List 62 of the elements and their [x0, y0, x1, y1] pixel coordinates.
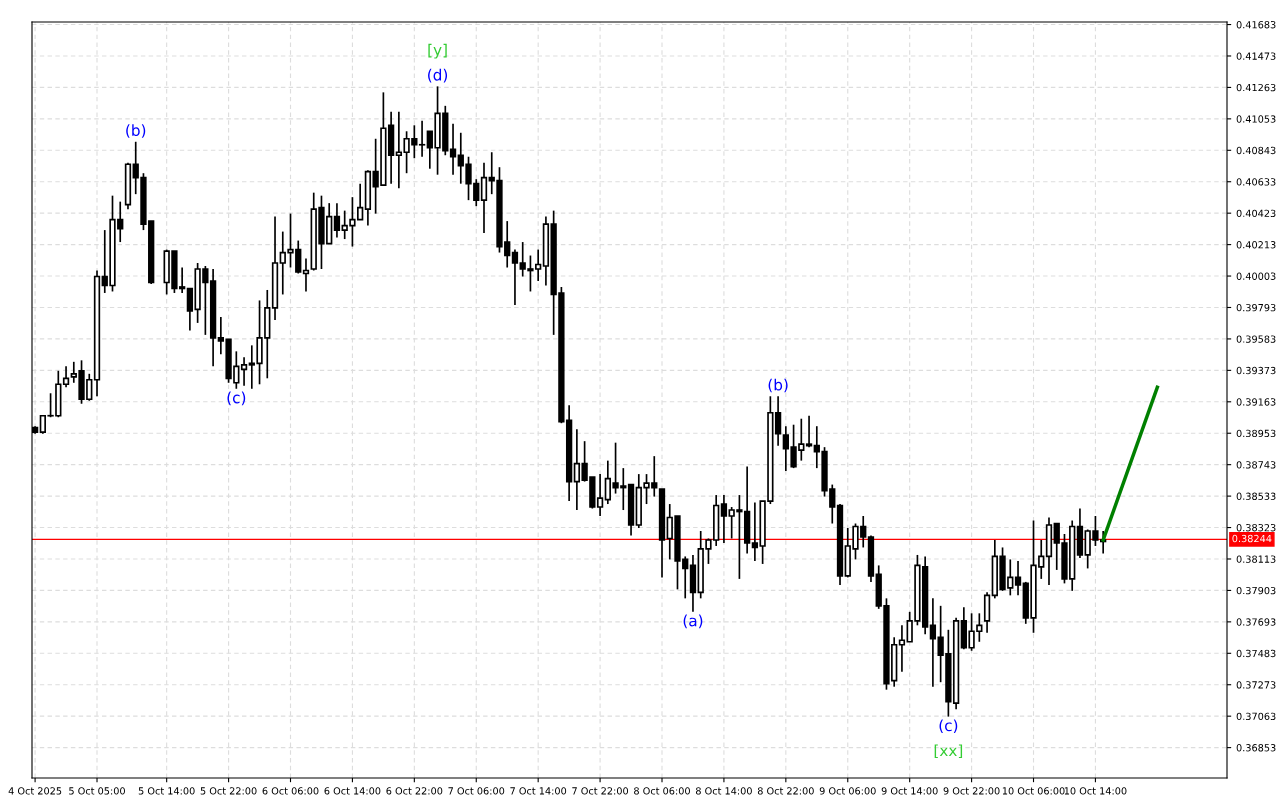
x-tick-label: 5 Oct 14:00: [138, 787, 195, 795]
y-tick-label: 0.39163: [1236, 398, 1276, 406]
candlestick: [480, 161, 488, 234]
annotation: [xx]: [934, 744, 963, 759]
x-tick-label: 5 Oct 05:00: [69, 787, 125, 795]
annotation: (a): [683, 614, 703, 629]
y-tick-label: 0.38323: [1236, 524, 1276, 532]
y-tick-label: 0.39583: [1236, 335, 1276, 343]
y-tick-label: 0.41473: [1236, 52, 1276, 60]
y-tick-label: 0.37693: [1236, 618, 1276, 626]
candlestick: [418, 119, 426, 158]
y-tick-label: 0.39793: [1236, 303, 1276, 312]
y-tick-label: 0.41263: [1236, 83, 1276, 92]
y-tick-label: 0.37273: [1236, 681, 1276, 689]
y-tick-label: 0.37063: [1236, 712, 1276, 720]
x-tick-label: 7 Oct 22:00: [572, 787, 629, 795]
y-tick-label: 0.40003: [1236, 272, 1276, 280]
y-tick-label: 0.41683: [1236, 21, 1276, 29]
y-tick-label: 0.38113: [1236, 555, 1276, 563]
y-tick-label: 0.40213: [1236, 241, 1276, 249]
x-tick-label: 8 Oct 22:00: [757, 787, 814, 795]
candlestick: [333, 202, 341, 239]
y-tick-label: 0.40843: [1236, 146, 1276, 155]
x-tick-label: 6 Oct 06:00: [262, 787, 319, 795]
y-tick-label: 0.36853: [1236, 744, 1276, 752]
x-tick-label: 9 Oct 06:00: [819, 787, 876, 795]
x-tick-label: 4 Oct 2025: [8, 787, 62, 795]
annotation: (b): [126, 124, 146, 138]
y-tick-label: 0.38743: [1236, 461, 1276, 469]
x-tick-label: 7 Oct 14:00: [510, 787, 567, 795]
annotation: [y]: [428, 43, 447, 59]
candlestick: [720, 494, 728, 544]
annotation: (b): [768, 378, 788, 393]
candlestick: [449, 122, 457, 176]
y-tick-label: 0.39373: [1236, 366, 1276, 375]
y-tick-label: 0.38953: [1236, 429, 1276, 438]
y-tick-label: 0.37483: [1236, 649, 1276, 658]
x-tick-label: 9 Oct 22:00: [943, 787, 1000, 795]
x-tick-label: 9 Oct 14:00: [881, 787, 938, 795]
x-tick-label: 10 Oct 14:00: [1064, 787, 1127, 795]
y-tick-label: 0.38533: [1236, 492, 1276, 500]
annotation: (d): [428, 68, 448, 83]
y-tick-label: 0.41053: [1236, 115, 1276, 123]
x-tick-label: 10 Oct 06:00: [1002, 787, 1065, 795]
annotation: (c): [939, 719, 958, 734]
candlestick: [62, 365, 70, 389]
x-tick-label: 7 Oct 06:00: [448, 787, 505, 795]
candlestick: [805, 414, 813, 448]
y-tick-label: 0.40633: [1236, 178, 1276, 186]
ref-line-label: 0.38244: [1232, 534, 1272, 543]
x-tick-label: 6 Oct 22:00: [386, 787, 443, 795]
candlestick: [1014, 560, 1022, 597]
x-tick-label: 6 Oct 14:00: [324, 787, 381, 795]
y-tick-label: 0.37903: [1236, 586, 1276, 595]
x-tick-label: 8 Oct 06:00: [634, 787, 690, 795]
candlestick: [898, 624, 906, 673]
y-tick-label: 0.40423: [1236, 209, 1276, 217]
x-tick-label: 5 Oct 22:00: [200, 787, 257, 795]
candlestick: [240, 356, 248, 387]
candlestick: [511, 248, 519, 306]
x-tick-label: 8 Oct 14:00: [695, 787, 752, 795]
annotation: (c): [227, 391, 246, 406]
